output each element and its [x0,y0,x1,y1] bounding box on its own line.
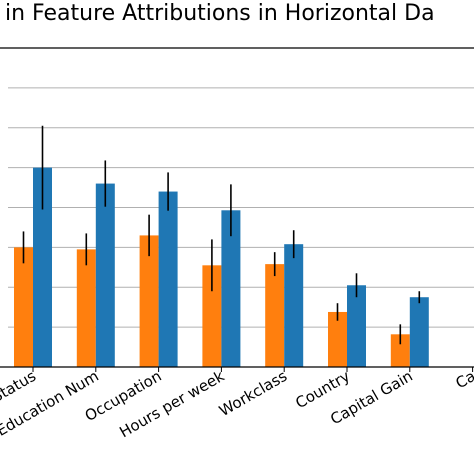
x-tick-label: Workclass [216,367,290,420]
bar [284,244,304,367]
chart-title: in Feature Attributions in Horizontal Da [5,1,435,26]
bar [14,247,33,367]
bar [390,334,410,367]
bar [158,191,178,367]
bar [139,235,159,367]
bar [76,249,96,367]
bar [328,311,347,367]
axes [0,47,474,372]
bar [265,264,285,367]
bar [221,210,241,367]
error-bars [22,125,421,345]
x-tick-label: Ca [453,367,474,392]
bar [347,285,366,367]
bar [202,265,222,367]
bar [409,297,429,367]
x-tick-label: Hours per week [116,367,227,442]
bar [33,167,52,367]
bars [14,167,429,367]
bar [95,183,115,367]
